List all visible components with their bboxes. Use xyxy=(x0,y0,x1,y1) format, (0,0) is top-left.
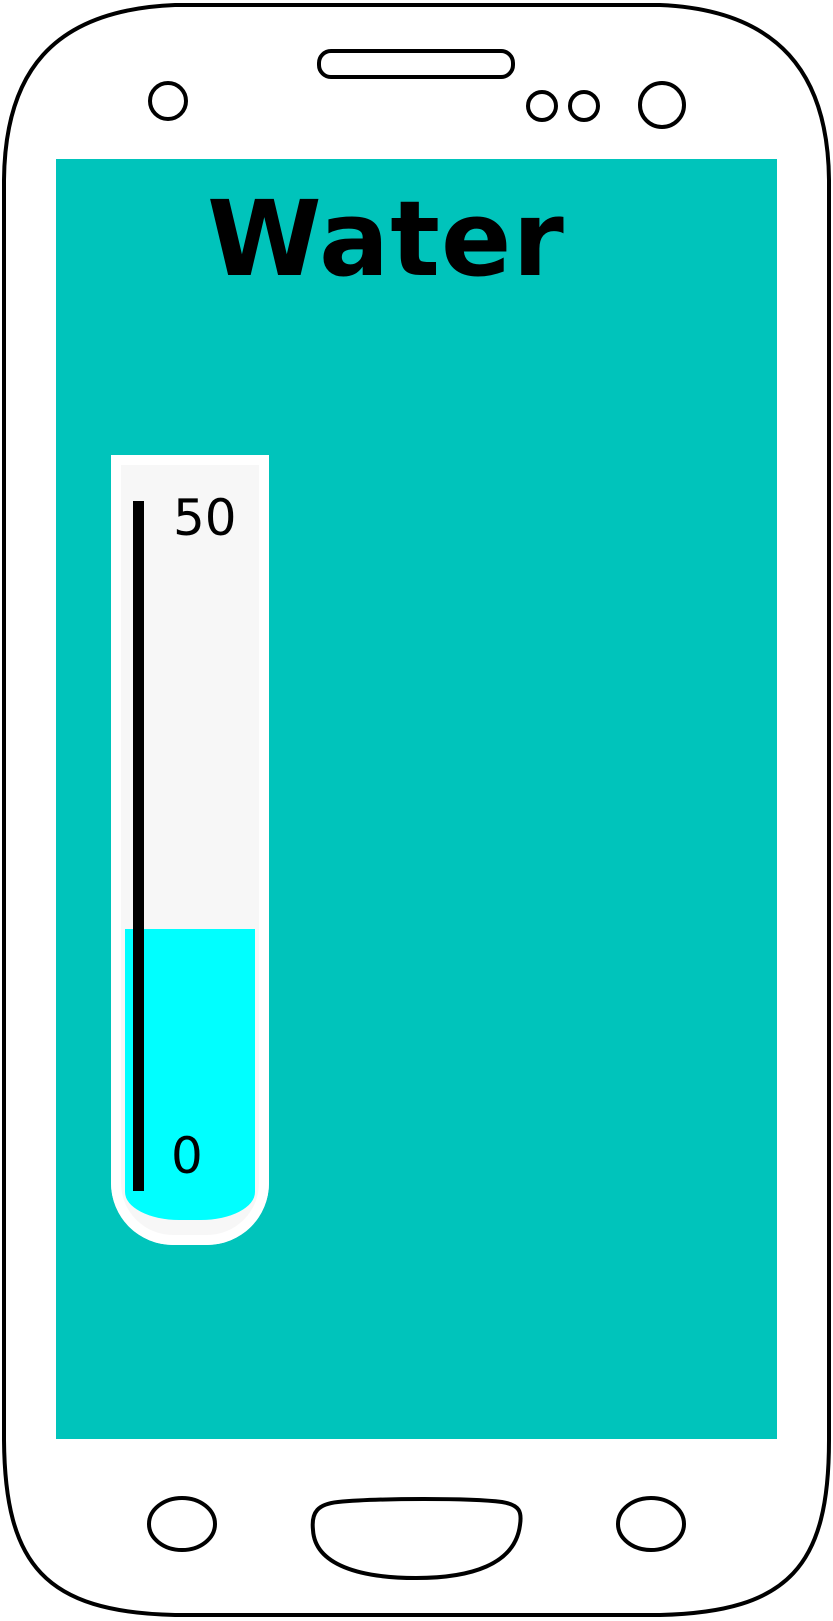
sensor-right-icon xyxy=(568,90,600,122)
proximity-sensor-icon xyxy=(638,81,686,129)
sensor-left-icon xyxy=(526,90,558,122)
front-camera-icon xyxy=(148,81,188,121)
earpiece-icon xyxy=(317,49,515,79)
gauge-fill-level xyxy=(125,928,255,1220)
home-button-icon[interactable] xyxy=(310,1497,523,1581)
page-title: Water xyxy=(207,178,565,300)
app-screen: Water 50 0 xyxy=(56,159,777,1439)
back-key-icon[interactable] xyxy=(147,1496,217,1552)
gauge-max-label: 50 xyxy=(173,489,237,547)
gauge-scale-bar xyxy=(133,501,144,1191)
water-level-gauge: 50 0 xyxy=(111,455,269,1245)
menu-key-icon[interactable] xyxy=(616,1496,686,1552)
gauge-min-label: 0 xyxy=(171,1127,203,1185)
